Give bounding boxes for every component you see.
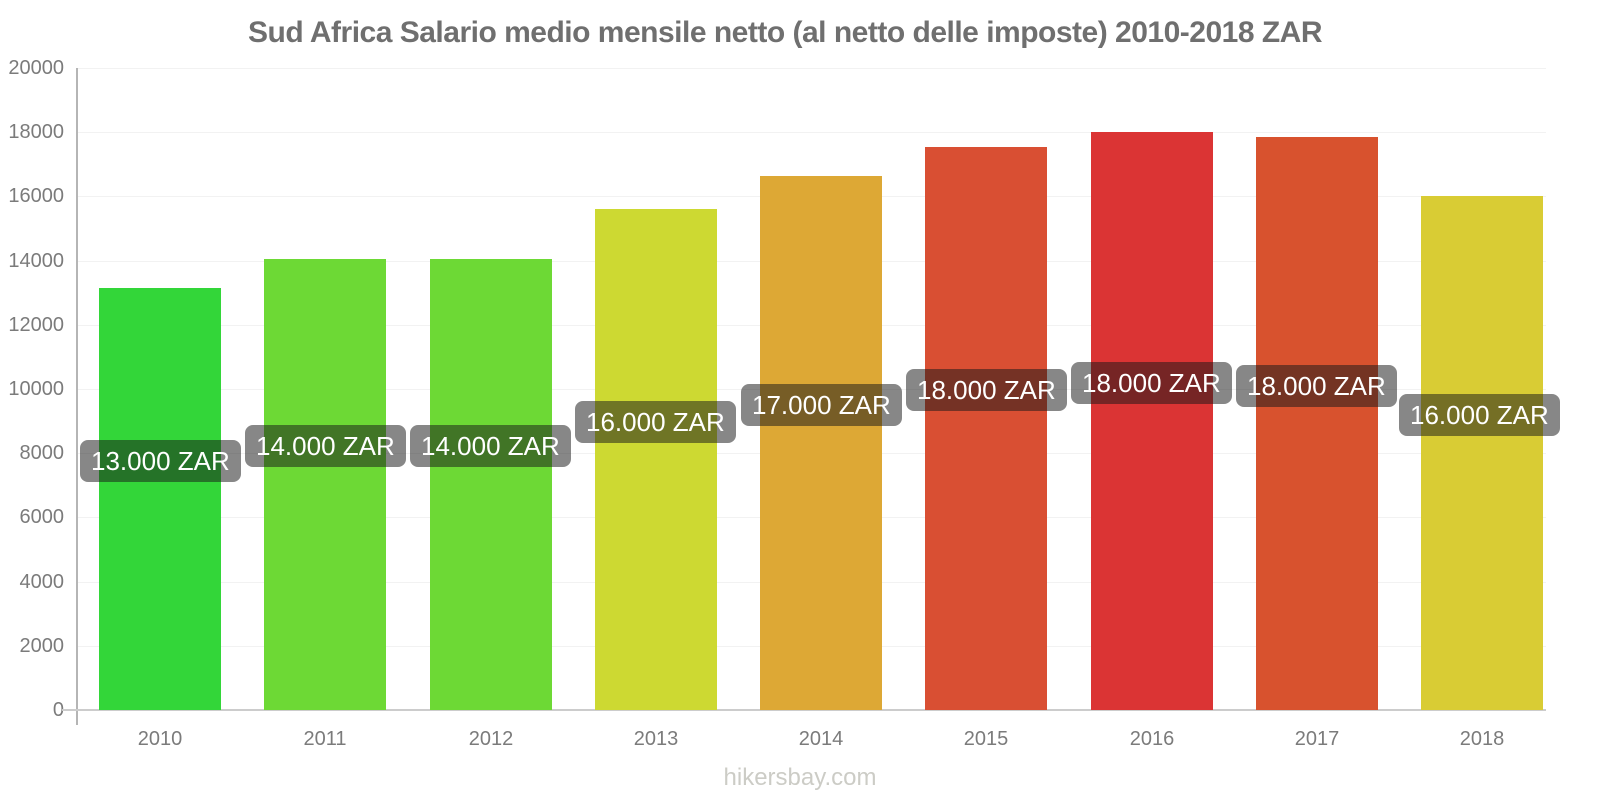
y-axis bbox=[76, 68, 78, 725]
bar-2011[interactable] bbox=[264, 259, 386, 710]
bar-2012[interactable] bbox=[430, 259, 552, 710]
bar-value-label-2013: 16.000 ZAR bbox=[575, 401, 736, 443]
x-axis-tick-label: 2010 bbox=[137, 728, 183, 750]
bar-2015[interactable] bbox=[925, 147, 1047, 710]
y-axis-tick-label: 20000 bbox=[8, 57, 64, 79]
x-axis-tick-label: 2015 bbox=[963, 728, 1009, 750]
bar-value-label-2011: 14.000 ZAR bbox=[245, 425, 406, 467]
y-axis-tick-label: 10000 bbox=[8, 378, 64, 400]
bar-value-label-2015: 18.000 ZAR bbox=[906, 369, 1067, 411]
y-gridline bbox=[77, 132, 1546, 133]
chart-title: Sud Africa Salario medio mensile netto (… bbox=[247, 16, 1323, 49]
bar-value-label-2017: 18.000 ZAR bbox=[1236, 365, 1397, 407]
x-axis-tick-label: 2016 bbox=[1129, 728, 1175, 750]
x-axis bbox=[62, 709, 1546, 711]
bar-value-label-2016: 18.000 ZAR bbox=[1071, 362, 1232, 404]
bar-2010[interactable] bbox=[99, 288, 221, 710]
x-axis-tick-label: 2018 bbox=[1459, 728, 1505, 750]
bar-2016[interactable] bbox=[1091, 132, 1213, 710]
x-axis-tick-label: 2011 bbox=[303, 728, 347, 750]
y-axis-tick-label: 2000 bbox=[19, 635, 65, 657]
y-axis-tick-label: 12000 bbox=[8, 314, 64, 336]
bar-value-label-2010: 13.000 ZAR bbox=[80, 440, 241, 482]
bar-2013[interactable] bbox=[595, 209, 717, 710]
bar-value-label-2014: 17.000 ZAR bbox=[741, 384, 902, 426]
bar-value-label-2012: 14.000 ZAR bbox=[410, 425, 571, 467]
x-axis-tick-label: 2014 bbox=[798, 728, 844, 750]
watermark: hikersbay.com bbox=[723, 764, 877, 791]
y-axis-tick-label: 0 bbox=[52, 699, 64, 721]
x-axis-tick-label: 2012 bbox=[468, 728, 514, 750]
bar-value-label-2018: 16.000 ZAR bbox=[1399, 394, 1560, 436]
y-gridline bbox=[77, 68, 1546, 69]
bar-2017[interactable] bbox=[1256, 137, 1378, 710]
y-axis-tick-label: 18000 bbox=[8, 121, 64, 143]
y-axis-tick-label: 14000 bbox=[8, 250, 64, 272]
x-axis-tick-label: 2017 bbox=[1294, 728, 1340, 750]
bar-2018[interactable] bbox=[1421, 196, 1543, 710]
y-axis-tick-label: 8000 bbox=[19, 442, 65, 464]
y-axis-tick-label: 16000 bbox=[8, 185, 64, 207]
bar-2014[interactable] bbox=[760, 176, 882, 710]
x-axis-tick-label: 2013 bbox=[633, 728, 679, 750]
y-axis-tick-label: 6000 bbox=[19, 506, 65, 528]
y-axis-tick-label: 4000 bbox=[19, 571, 65, 593]
